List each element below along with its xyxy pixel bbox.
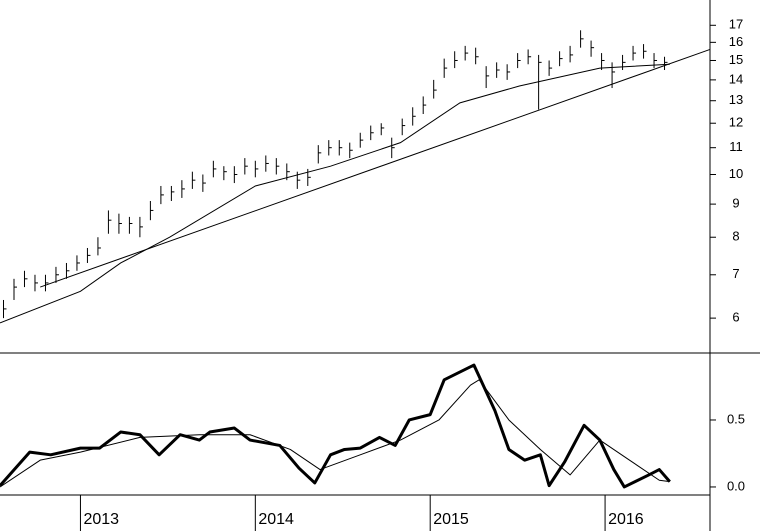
x-tick-label: 2016 — [608, 511, 644, 528]
overlay-line — [0, 63, 670, 324]
x-tick-label: 2015 — [433, 511, 469, 528]
indicator-line — [0, 363, 671, 489]
x-tick-label: 2013 — [83, 511, 119, 528]
y-tick-label: 11 — [729, 139, 743, 154]
y-tick-label: 9 — [732, 196, 739, 211]
y-tick-label: 14 — [729, 71, 743, 86]
y-tick-label: 0.5 — [727, 411, 745, 426]
y-tick-label: 6 — [732, 310, 739, 325]
y-tick-label: 17 — [729, 17, 743, 32]
y-tick-label: 0.0 — [727, 478, 745, 493]
y-tick-label: 12 — [729, 115, 743, 130]
y-tick-label: 16 — [729, 34, 743, 49]
overlay-line — [40, 48, 711, 288]
y-tick-label: 15 — [729, 52, 743, 67]
y-tick-label: 7 — [732, 266, 739, 281]
y-tick-label: 10 — [729, 166, 743, 181]
y-tick-label: 13 — [729, 92, 743, 107]
y-tick-label: 8 — [732, 229, 739, 244]
indicator-line — [0, 379, 670, 488]
x-tick-label: 2014 — [258, 511, 294, 528]
